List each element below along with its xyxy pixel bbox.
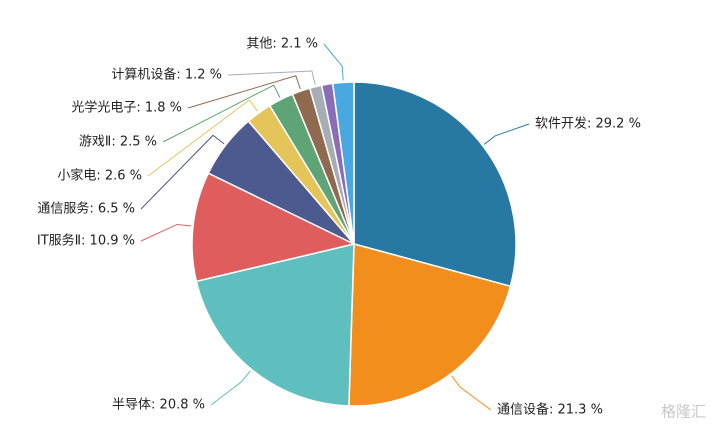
data-label: 通信服务: 6.5 % [37,201,135,217]
leader-line [147,99,259,177]
pie-slice [191,172,357,283]
pie-slice [353,81,517,288]
leader-line [140,134,225,210]
pie-slice [195,243,355,407]
leader-line [451,375,492,411]
pie-slice [348,243,512,407]
leader-line [227,70,316,85]
data-label: 半导体: 20.8 % [112,398,205,413]
leader-line [140,223,192,242]
data-label: 游戏Ⅱ: 2.5 % [79,135,157,150]
leader-line [210,370,251,406]
leader-line [187,75,301,109]
data-label: 软件开发: 29.2 % [535,116,641,132]
pie-slice [331,81,355,245]
leader-line [483,123,530,145]
data-label: IT服务Ⅱ: 10.9 % [37,233,135,249]
data-label: 计算机设备: 1.2 % [111,67,222,83]
data-label: 通信设备: 21.3 % [497,402,603,418]
data-label: 小家电: 2.6 % [57,168,142,184]
watermark: 格隆汇 [661,403,706,421]
leader-line [162,84,281,143]
data-label: 光学光电子: 1.8 % [71,100,182,116]
data-label: 其他: 2.1 % [246,37,318,52]
leader-line [323,43,344,81]
